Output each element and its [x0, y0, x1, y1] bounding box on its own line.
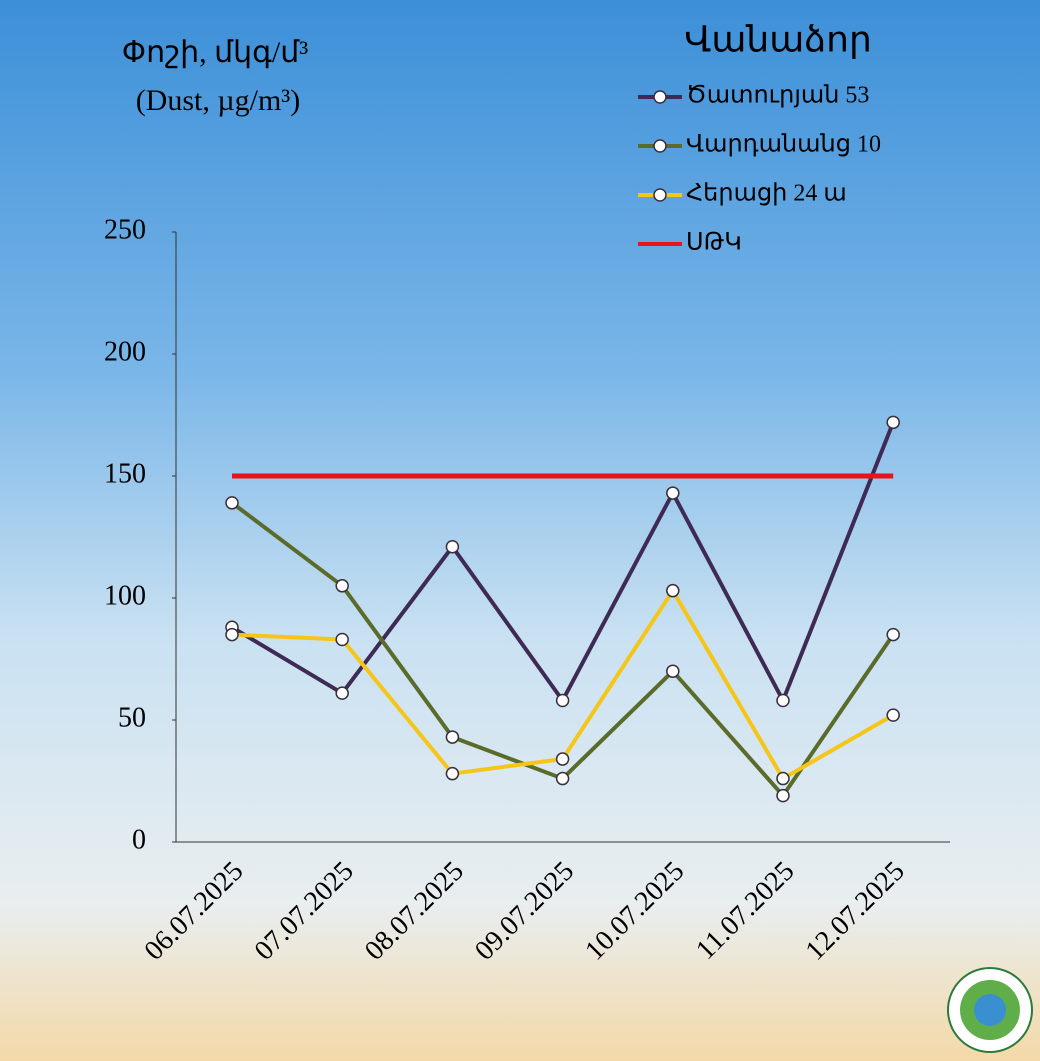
- legend-label: ՍԹԿ: [686, 230, 742, 256]
- y-axis-label: (Dust, µg/m³): [136, 84, 301, 117]
- legend-item: ՍԹԿ: [638, 230, 742, 256]
- legend-item: Վարդանանց 10: [638, 132, 881, 158]
- legend-marker: [653, 90, 667, 104]
- legend-marker: [653, 188, 667, 202]
- data-point: [886, 708, 900, 722]
- data-point: [776, 771, 790, 786]
- legend-item: Հերացի 24 ա: [638, 181, 847, 207]
- y-tick-label: 100: [104, 580, 146, 611]
- data-point: [335, 686, 349, 700]
- y-tick-label: 250: [104, 214, 146, 245]
- data-point: [445, 730, 460, 744]
- data-point: [555, 693, 570, 708]
- y-tick-label: 0: [132, 824, 146, 855]
- data-point: [666, 486, 680, 500]
- legend-label: Ծատուրյան 53: [686, 83, 869, 109]
- data-point: [335, 632, 349, 647]
- data-point: [886, 415, 900, 430]
- data-point: [776, 693, 790, 708]
- data-point: [776, 788, 790, 803]
- y-tick-label: 200: [104, 336, 146, 367]
- y-tick-label: 50: [118, 702, 146, 733]
- y-axis-label: Փոշի, մկգ/մ³: [122, 36, 308, 69]
- data-point: [886, 627, 900, 642]
- data-point: [445, 540, 460, 554]
- legend-item: Ծատուրյան 53: [638, 83, 869, 109]
- data-point: [445, 766, 460, 781]
- data-point: [555, 771, 570, 786]
- data-point: [666, 583, 680, 598]
- legend-marker: [653, 139, 667, 153]
- legend-label: Վարդանանց 10: [686, 132, 881, 158]
- data-point: [666, 664, 680, 678]
- data-point: [555, 752, 570, 766]
- data-point: [225, 496, 239, 510]
- legend-title: Վանաձոր: [684, 19, 872, 59]
- logo: [947, 967, 1033, 1053]
- data-point: [335, 579, 349, 593]
- data-point: [225, 627, 239, 642]
- legend-label: Հերացի 24 ա: [686, 181, 847, 207]
- y-tick-label: 150: [104, 458, 146, 489]
